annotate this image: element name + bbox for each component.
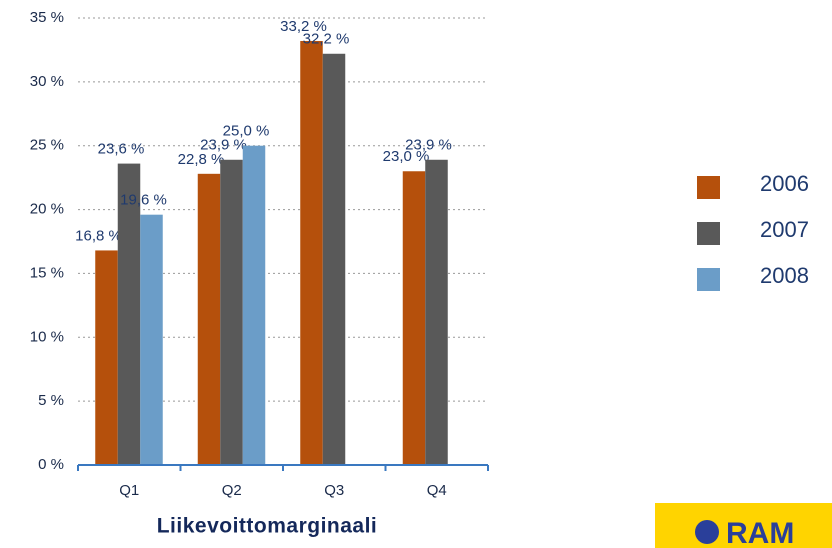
value-label: 16,8 % bbox=[75, 227, 122, 244]
legend-label: 2008 bbox=[760, 263, 809, 288]
chart-title: Liikevoittomarginaali bbox=[157, 515, 378, 538]
bar bbox=[402, 171, 426, 465]
bar bbox=[425, 159, 448, 465]
bar bbox=[117, 163, 141, 465]
logo-text: RAM bbox=[726, 517, 794, 548]
value-label: 32,2 % bbox=[303, 31, 350, 48]
value-label: 23,6 % bbox=[98, 141, 145, 158]
y-tick-label: 35 % bbox=[30, 9, 64, 26]
y-tick-label: 20 % bbox=[30, 201, 64, 218]
value-label: 23,0 % bbox=[383, 148, 430, 165]
legend-label: 2006 bbox=[760, 171, 809, 196]
logo-icon bbox=[695, 520, 719, 544]
value-label: 23,9 % bbox=[200, 137, 247, 154]
y-tick-label: 0 % bbox=[38, 456, 64, 473]
legend-swatch bbox=[697, 222, 720, 245]
legend-label: 2007 bbox=[760, 217, 809, 242]
legend-swatch bbox=[697, 268, 720, 291]
legend-swatch bbox=[697, 176, 720, 199]
value-label: 33,2 % bbox=[280, 18, 327, 35]
bar bbox=[220, 159, 243, 465]
value-label: 19,6 % bbox=[120, 192, 167, 209]
x-tick-label: Q3 bbox=[324, 482, 344, 499]
logo-background bbox=[655, 503, 832, 548]
x-tick-label: Q2 bbox=[222, 482, 242, 499]
bar bbox=[322, 53, 346, 465]
y-tick-label: 5 % bbox=[38, 392, 64, 409]
value-label: 25,0 % bbox=[223, 123, 270, 140]
value-label: 22,8 % bbox=[178, 151, 225, 168]
x-tick-label: Q1 bbox=[119, 482, 139, 499]
y-tick-label: 25 % bbox=[30, 137, 64, 154]
value-label: 23,9 % bbox=[405, 137, 452, 154]
bar bbox=[95, 250, 118, 465]
y-tick-label: 15 % bbox=[30, 264, 64, 281]
bar bbox=[140, 214, 163, 465]
bar bbox=[300, 40, 323, 465]
bar bbox=[197, 173, 221, 465]
y-tick-label: 30 % bbox=[30, 73, 64, 90]
bar bbox=[242, 145, 266, 465]
x-tick-label: Q4 bbox=[427, 482, 447, 499]
y-tick-label: 10 % bbox=[30, 328, 64, 345]
